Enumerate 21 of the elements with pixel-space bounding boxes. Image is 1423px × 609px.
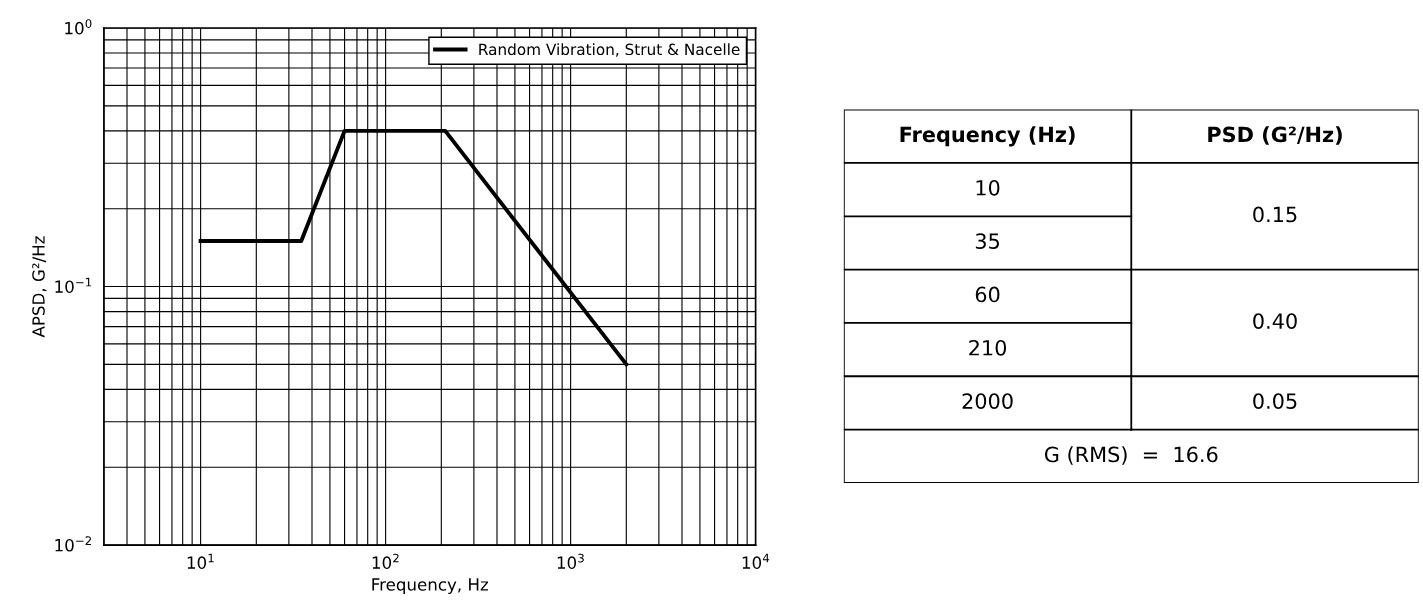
text: 0.15: [1253, 206, 1297, 223]
x-tick-label: 10$^{2}$: [372, 553, 399, 569]
text: 0.05: [1253, 393, 1297, 409]
text: 60: [975, 286, 1000, 303]
x-tick-label: 10$^{1}$: [187, 553, 214, 569]
category-label: Frequency (Hz): [900, 126, 1075, 147]
y-tick-label: 10$^{−1}$: [55, 277, 92, 293]
x-tick-label: 10$^{3}$: [557, 553, 584, 569]
text: 2000: [962, 393, 1013, 409]
y-axis-title: APSD, G²/Hz: [32, 236, 47, 338]
text: 10: [976, 179, 1000, 196]
text: 210: [969, 339, 1007, 356]
x-axis-title: Frequency, Hz: [372, 578, 489, 594]
legend-label: Random Vibration, Strut & Nacelle: [479, 43, 740, 57]
y-tick-label: 10$^{−2}$: [55, 536, 91, 552]
category-label: PSD (G²/Hz): [1208, 126, 1342, 145]
text: 0.40: [1253, 313, 1297, 329]
text: G (RMS) = 16.6: [1044, 446, 1218, 465]
text: 35: [975, 233, 999, 249]
x-tick-label: 10$^{4}$: [742, 553, 770, 569]
y-tick-label: 10$^{0}$: [65, 19, 92, 35]
